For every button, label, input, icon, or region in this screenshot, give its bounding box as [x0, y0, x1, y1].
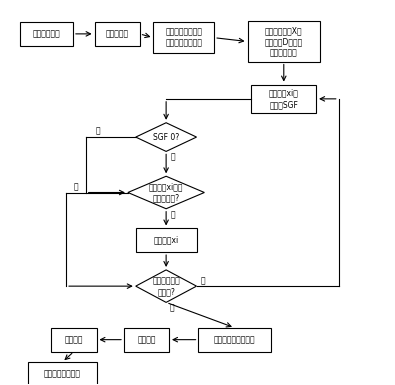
- Bar: [124, 328, 169, 352]
- Bar: [198, 328, 271, 352]
- Text: 特征二值化: 特征二值化: [105, 29, 129, 38]
- Text: 去除重复和不一致
对象，构造决策表: 去除重复和不一致 对象，构造决策表: [165, 28, 202, 48]
- Text: 输入训练样本: 输入训练样本: [33, 29, 60, 38]
- Text: 得到简化后的决策表: 得到简化后的决策表: [214, 335, 256, 344]
- Bar: [28, 362, 96, 385]
- Text: 规则简化: 规则简化: [65, 335, 83, 344]
- Bar: [136, 228, 197, 252]
- Bar: [252, 85, 316, 113]
- Text: 删除属性xi后决
策表一致吗?: 删除属性xi后决 策表一致吗?: [149, 182, 183, 203]
- Polygon shape: [136, 270, 197, 302]
- Polygon shape: [128, 176, 204, 209]
- Bar: [153, 22, 214, 54]
- Text: 得到最终训练规则: 得到最终训练规则: [44, 370, 81, 378]
- Text: 是: 是: [171, 210, 175, 219]
- Bar: [94, 22, 140, 46]
- Text: 是: 是: [171, 152, 175, 162]
- Bar: [248, 22, 320, 62]
- Text: 约简属性xi: 约简属性xi: [154, 236, 179, 245]
- Text: 否: 否: [200, 276, 205, 285]
- Text: 规则获取: 规则获取: [137, 335, 156, 344]
- Text: SGF 0?: SGF 0?: [153, 132, 179, 142]
- Text: 否: 否: [96, 127, 100, 136]
- Bar: [51, 328, 96, 352]
- Text: 否: 否: [74, 182, 79, 191]
- Text: 是: 是: [170, 304, 175, 313]
- Text: 计算条件属性X和
决策属性D的等价
类，下近似集: 计算条件属性X和 决策属性D的等价 类，下近似集: [265, 26, 303, 57]
- Bar: [20, 22, 73, 46]
- Text: 所有属性都已
计算吗?: 所有属性都已 计算吗?: [152, 276, 180, 296]
- Text: 计算属性xi的
重要度SGF: 计算属性xi的 重要度SGF: [269, 89, 299, 109]
- Polygon shape: [136, 123, 197, 151]
